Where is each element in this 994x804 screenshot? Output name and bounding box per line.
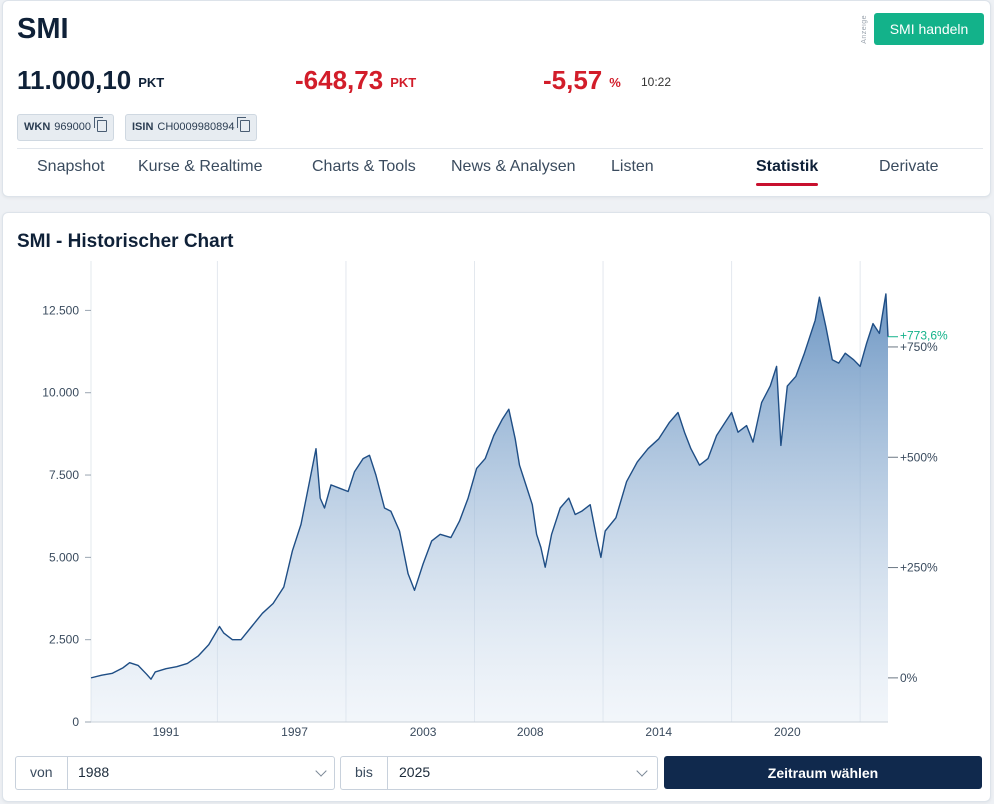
quote-time: 10:22 [641, 75, 672, 89]
from-label: von [16, 757, 68, 789]
ad-label: Anzeige [861, 15, 868, 44]
tab-kurse-realtime[interactable]: Kurse & Realtime [138, 158, 263, 175]
current-value-label: +773,6% [900, 329, 948, 343]
y-tick-label: 10.000 [42, 386, 79, 400]
isin-label: ISIN [132, 121, 154, 133]
tab-snapshot[interactable]: Snapshot [37, 158, 105, 175]
submit-range-button[interactable]: Zeitraum wählen [664, 756, 982, 789]
chart-card: SMI - Historischer Chart 0 2.500 5.000 7.50… [2, 212, 991, 802]
y-tick-label: 5.000 [49, 550, 79, 564]
tab-news-analysen[interactable]: News & Analysen [451, 158, 576, 175]
tab-listen[interactable]: Listen [611, 158, 654, 175]
wkn-value: 969000 [54, 121, 91, 133]
isin-value: CH0009980894 [157, 121, 235, 133]
x-tick-label: 2020 [774, 725, 801, 739]
tabs-divider [17, 148, 983, 149]
tab-statistik[interactable]: Statistik [756, 158, 819, 186]
right-tick-label: +500% [900, 450, 938, 464]
price-unit: PKT [138, 75, 165, 90]
copy-icon[interactable] [94, 117, 107, 132]
wkn-badge[interactable]: WKN 969000 [17, 114, 114, 141]
right-tick-label: +750% [900, 340, 938, 354]
isin-badge[interactable]: ISIN CH0009980894 [125, 114, 258, 141]
right-tick-label: 0% [900, 671, 918, 685]
y-tick-label: 0 [72, 715, 79, 729]
to-select[interactable]: bis 2025 [340, 756, 658, 790]
from-value: 1988 [78, 764, 110, 780]
x-tick-label: 2008 [517, 725, 544, 739]
to-label: bis [341, 757, 388, 789]
chevron-down-icon [315, 765, 327, 777]
to-value: 2025 [399, 764, 431, 780]
history-chart[interactable]: 0 2.500 5.000 7.500 10.000 12.500 1991 1997 2003… [3, 213, 990, 743]
x-tick-label: 1997 [281, 725, 308, 739]
change-unit: PKT [390, 75, 417, 90]
y-tick-label: 2.500 [49, 633, 79, 647]
page-title: SMI [17, 13, 69, 45]
from-select[interactable]: von 1988 [15, 756, 335, 790]
series-area [91, 293, 888, 722]
x-tick-label: 1991 [153, 725, 180, 739]
chart-title: SMI - Historischer Chart [17, 231, 234, 252]
copy-icon[interactable] [237, 117, 251, 132]
chevron-down-icon [636, 765, 648, 777]
x-tick-label: 2003 [410, 725, 437, 739]
change-display: -648,73 PKT [295, 65, 416, 96]
change-pct-display: -5,57% [543, 65, 621, 96]
series-line[interactable] [90, 293, 889, 680]
tab-charts-tools[interactable]: Charts & Tools [312, 158, 416, 175]
header-card: SMI Anzeige SMI handeln 11.000,10 PKT -64… [2, 0, 991, 197]
right-tick-label: +250% [900, 561, 938, 575]
tab-derivate[interactable]: Derivate [879, 158, 939, 175]
change-pct-value: -5,57 [543, 65, 603, 95]
change-value: -648,73 [295, 65, 384, 95]
x-tick-label: 2014 [645, 725, 672, 739]
y-tick-label: 12.500 [42, 303, 79, 317]
price-display: 11.000,10 PKT [17, 65, 164, 96]
y-tick-label: 7.500 [49, 468, 79, 482]
wkn-label: WKN [24, 121, 51, 133]
trade-button[interactable]: SMI handeln [874, 13, 984, 45]
change-pct-unit: % [609, 75, 621, 90]
price-value: 11.000,10 [17, 65, 132, 95]
